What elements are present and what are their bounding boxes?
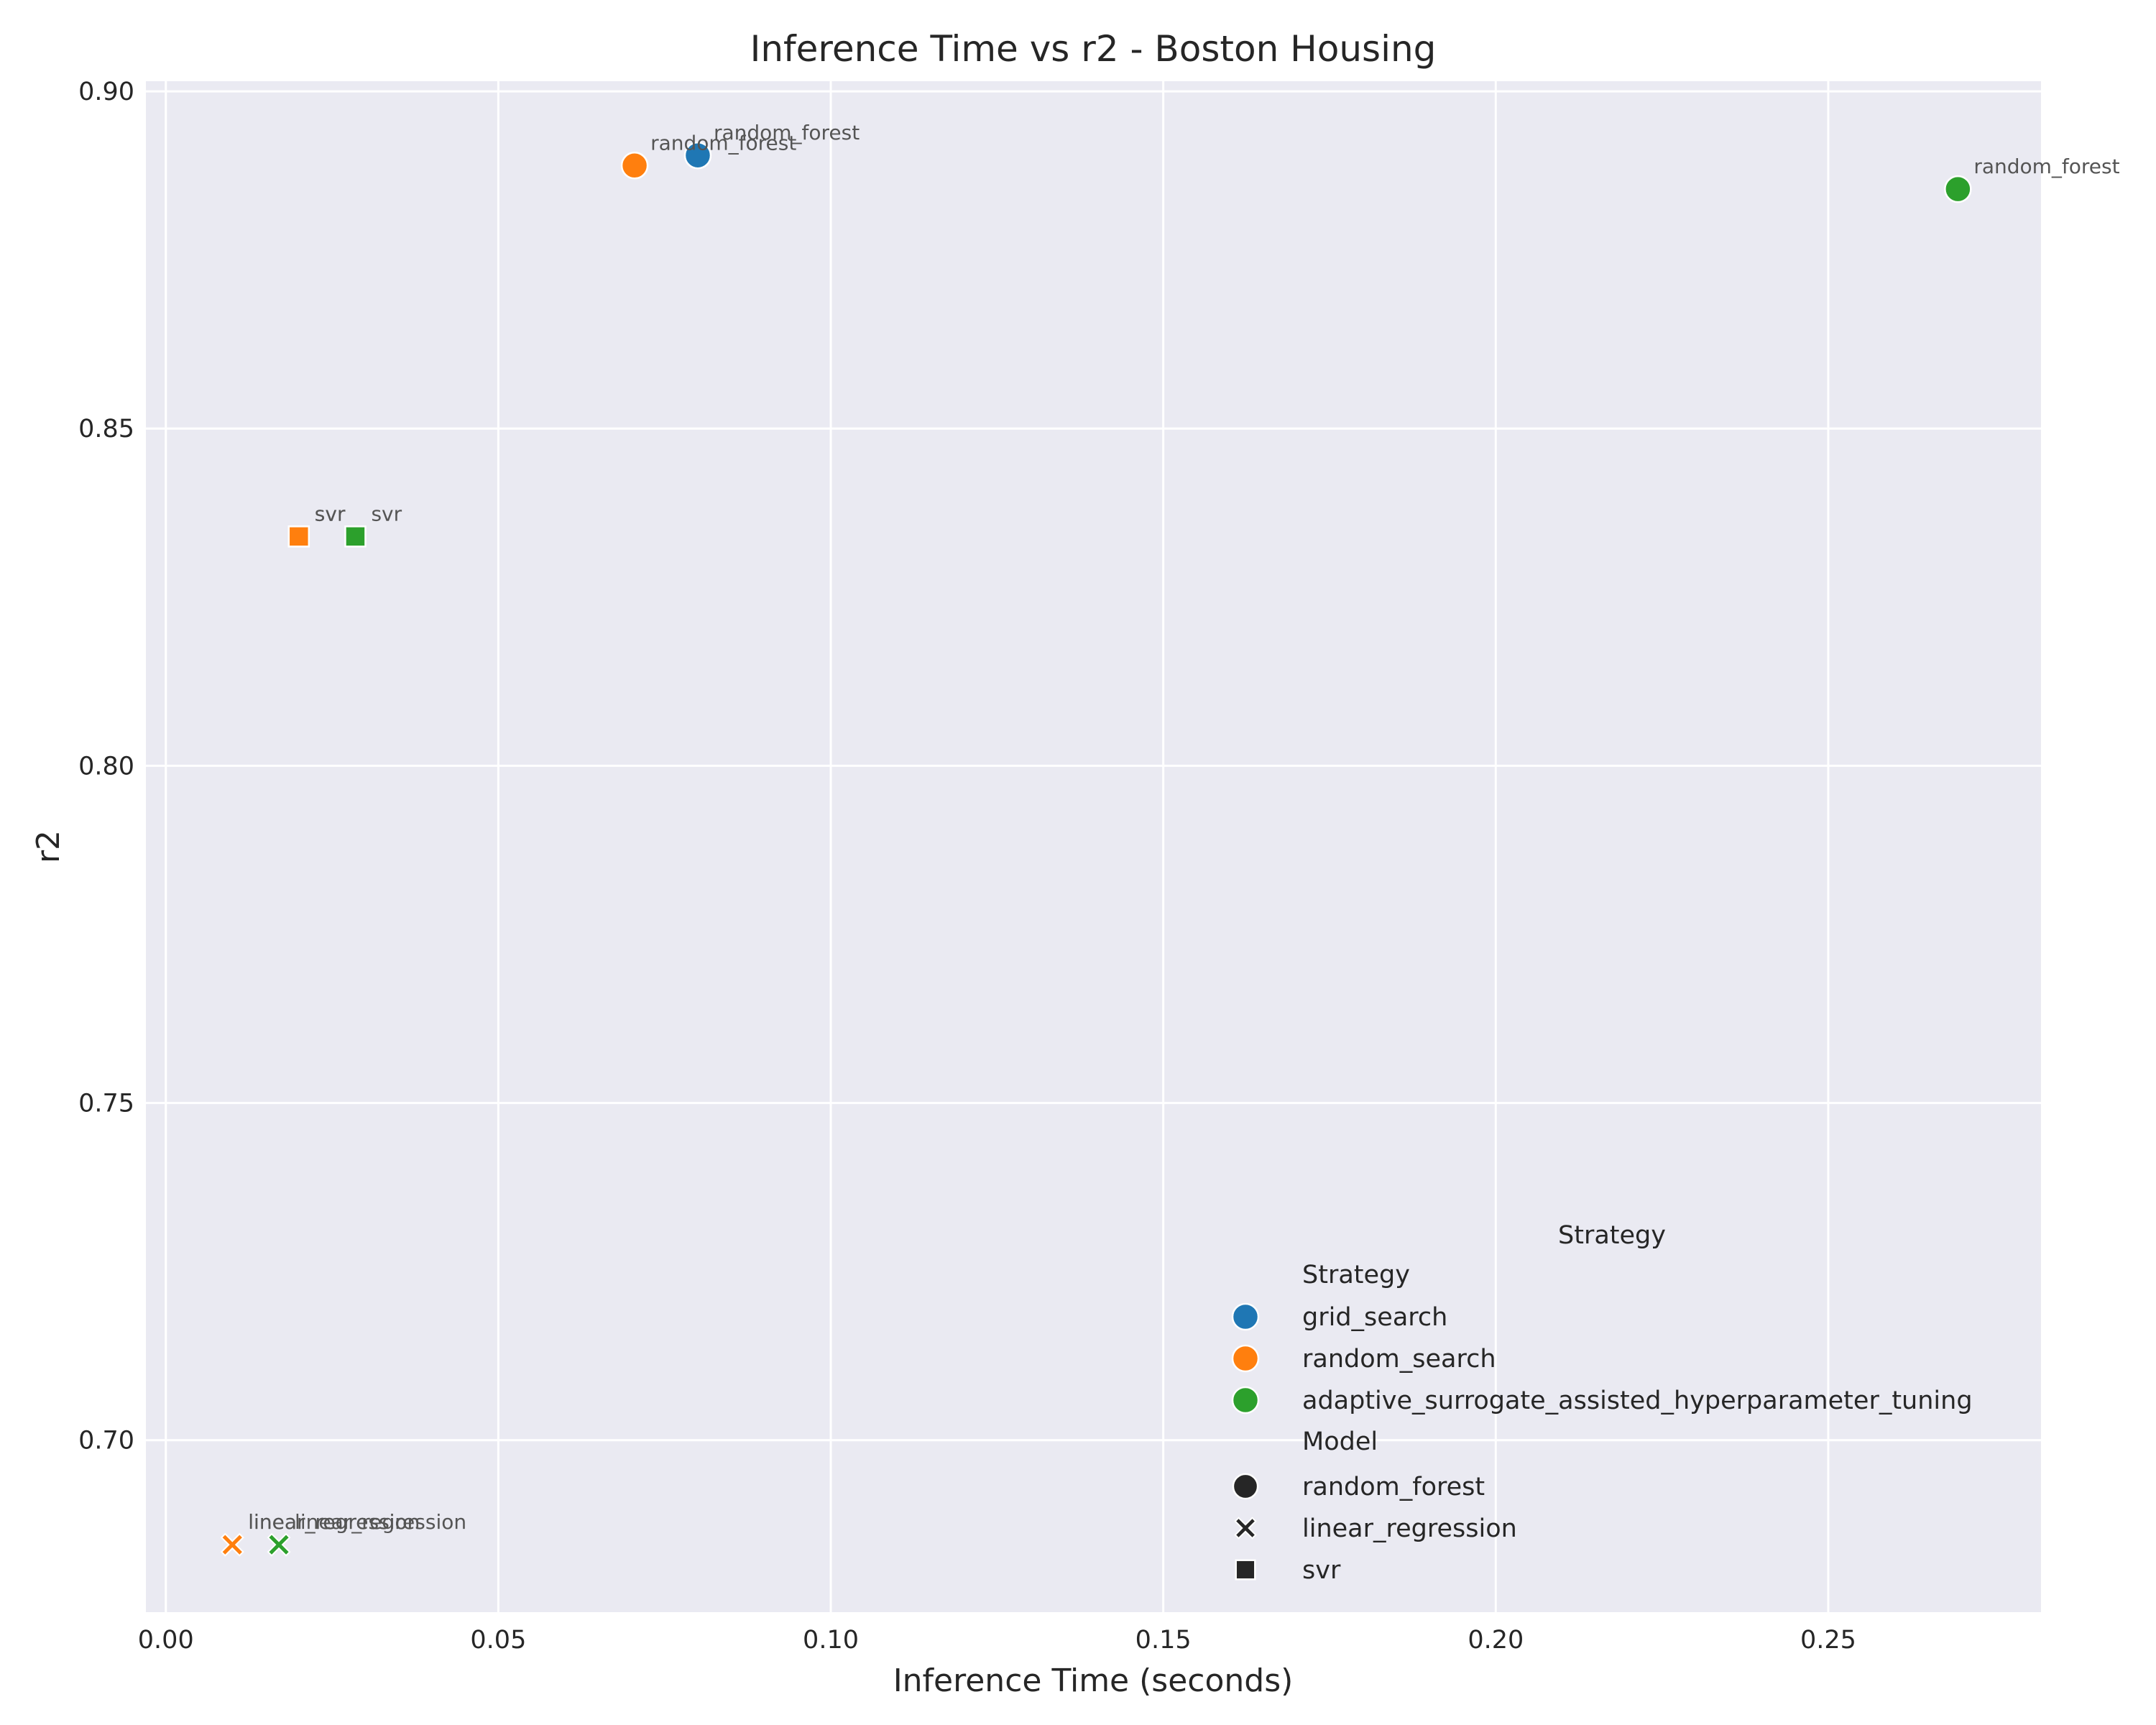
- legend-strategy-label-0: grid_search: [1302, 1303, 1447, 1332]
- x-tick-label-0: 0.00: [138, 1626, 194, 1655]
- plot-background: [146, 81, 2041, 1612]
- legend-strategy-marker-1: [1231, 1344, 1260, 1373]
- x-tick-label-5: 0.25: [1800, 1626, 1856, 1655]
- point-label-5: svr: [371, 502, 402, 525]
- y-tick-label-0: 0.70: [78, 1427, 134, 1455]
- legend-strategy-label-2: adaptive_surrogate_assisted_hyperparamet…: [1302, 1386, 1973, 1415]
- point-label-3: svr: [315, 502, 346, 525]
- legend-model-label-0: random_forest: [1302, 1473, 1485, 1501]
- data-points: [220, 141, 1972, 1557]
- point-label-2: random_forest: [1973, 155, 2119, 178]
- data-point-2: [1944, 175, 1972, 203]
- x-tick-label-1: 0.05: [470, 1626, 526, 1655]
- legend-model-marker-1: [1234, 1517, 1257, 1540]
- x-tick-label-3: 0.15: [1135, 1626, 1192, 1655]
- y-tick-label-4: 0.90: [78, 78, 134, 106]
- data-point-8: [267, 1532, 291, 1557]
- legend-strategy-marker-2: [1231, 1386, 1260, 1414]
- legend-outer-title: Strategy: [1558, 1221, 1666, 1250]
- y-tick-label-3: 0.85: [78, 415, 134, 443]
- legend-model-label-1: linear_regression: [1302, 1514, 1517, 1543]
- x-axis-label: Inference Time (seconds): [893, 1662, 1294, 1699]
- data-point-0: [683, 141, 712, 170]
- point-label-8: linear_regression: [295, 1510, 466, 1534]
- data-point-7: [220, 1532, 244, 1557]
- legend-model-marker-0: [1232, 1473, 1259, 1500]
- legend-model-label-2: svr: [1302, 1556, 1341, 1585]
- legend-strategy-marker-0: [1231, 1302, 1260, 1331]
- point-labels: random_forestrandom_forestrandom_forests…: [248, 121, 2119, 1534]
- legend-strategy-title: Strategy: [1302, 1261, 1410, 1289]
- y-tick-label-2: 0.80: [78, 752, 134, 781]
- y-tick-label-1: 0.75: [78, 1090, 134, 1118]
- x-tick-label-4: 0.20: [1468, 1626, 1524, 1655]
- data-point-4: [287, 525, 310, 548]
- chart-title: Inference Time vs r2 - Boston Housing: [750, 28, 1437, 70]
- data-point-5: [344, 525, 367, 548]
- tick-labels: 0.00 0.05 0.10 0.15 0.20 0.25 0.70 0.75 0.80 0.85…: [78, 78, 1856, 1655]
- point-label-0: random_forest: [714, 121, 860, 144]
- point-label-6: linear_regression: [248, 1510, 420, 1534]
- point-label-1: random_forest: [650, 131, 796, 155]
- legend-model-title: Model: [1302, 1427, 1378, 1456]
- y-axis-label: r2: [30, 830, 67, 863]
- legend-strategy-label-1: random_search: [1302, 1345, 1496, 1374]
- point-label-7: linear_regression: [248, 1510, 420, 1534]
- data-point-1: [620, 152, 649, 180]
- legend: Strategy Strategy Model grid_searchrando…: [1231, 1221, 1973, 1585]
- grid-lines: [146, 81, 2041, 1612]
- x-tick-label-2: 0.10: [803, 1626, 859, 1655]
- legend-model-marker-2: [1235, 1559, 1256, 1581]
- point-label-4: svr: [315, 502, 346, 525]
